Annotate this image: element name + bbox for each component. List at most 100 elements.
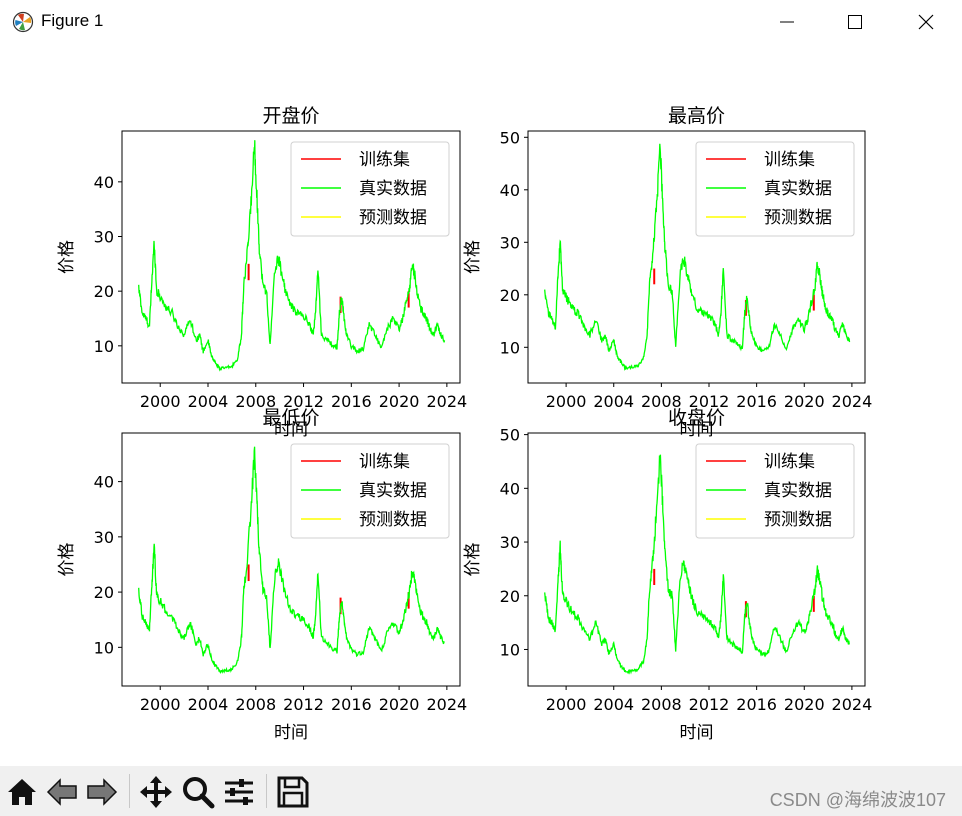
maximize-icon xyxy=(848,15,862,29)
x-tick-label: 2020 xyxy=(784,695,825,714)
legend-frame xyxy=(290,443,450,539)
back-button[interactable] xyxy=(44,774,80,810)
subplot-title: 开盘价 xyxy=(262,105,319,127)
matplotlib-icon xyxy=(12,11,34,33)
y-tick-label: 10 xyxy=(500,338,520,357)
y-axis-label: 价格 xyxy=(463,543,483,577)
subplot-3: 10 20 30 40 2000 2004 2008 2012 2016 2020 2024 最低价时… xyxy=(57,407,467,743)
real-data-line xyxy=(138,140,446,372)
zoom-button[interactable] xyxy=(180,774,216,810)
zoom-icon xyxy=(183,777,215,809)
subplot-4: 10 20 30 40 50 2000 2004 2008 2012 2016 2020 2024 收盘… xyxy=(463,407,872,743)
x-tick-label: 2008 xyxy=(235,392,276,411)
x-tick-label: 2020 xyxy=(379,695,420,714)
toolbar-separator xyxy=(129,774,130,808)
home-button[interactable] xyxy=(4,774,40,810)
y-tick-label: 50 xyxy=(500,128,520,147)
legend-label: 预测数据 xyxy=(359,208,427,228)
x-axis-label: 时间 xyxy=(274,420,308,440)
legend-label: 预测数据 xyxy=(764,510,832,530)
subplot-title: 最高价 xyxy=(668,105,725,127)
home-icon xyxy=(8,779,36,805)
configure-subplots-icon xyxy=(225,779,253,805)
y-axis-label: 价格 xyxy=(463,240,483,274)
x-tick-label: 2008 xyxy=(235,695,276,714)
back-icon xyxy=(46,778,77,806)
legend-label: 预测数据 xyxy=(764,208,832,228)
x-tick-label: 2024 xyxy=(427,695,468,714)
forward-button[interactable] xyxy=(84,774,120,810)
y-tick-label: 50 xyxy=(500,426,520,445)
window-titlebar: Figure 1 xyxy=(0,0,962,44)
legend-frame xyxy=(290,141,450,237)
y-tick-label: 40 xyxy=(94,173,114,192)
legend-label: 训练集 xyxy=(359,452,410,472)
y-axis-label: 价格 xyxy=(57,240,77,274)
y-tick-label: 10 xyxy=(500,640,520,659)
close-button[interactable] xyxy=(896,0,954,44)
y-tick-label: 10 xyxy=(94,638,114,657)
y-tick-label: 10 xyxy=(94,337,114,356)
real-data-line xyxy=(138,446,445,674)
real-data-line xyxy=(544,454,850,675)
y-tick-label: 30 xyxy=(94,528,114,547)
x-axis-label: 时间 xyxy=(680,723,714,743)
y-tick-label: 30 xyxy=(500,533,520,552)
forward-icon xyxy=(87,778,118,806)
y-tick-label: 30 xyxy=(500,233,520,252)
configure-subplots-button[interactable] xyxy=(221,774,257,810)
x-tick-label: 2016 xyxy=(331,392,372,411)
toolbar-separator xyxy=(266,774,267,808)
subplot-1: 10 20 30 40 2000 2004 2008 2012 2016 2020 2024 开盘价时… xyxy=(57,105,467,440)
y-tick-label: 40 xyxy=(500,479,520,498)
y-tick-label: 40 xyxy=(94,473,114,492)
x-tick-label: 2004 xyxy=(593,392,634,411)
axes-frame xyxy=(527,432,866,687)
x-tick-label: 2000 xyxy=(140,392,181,411)
real-data-line xyxy=(544,143,851,372)
x-tick-label: 2000 xyxy=(140,695,181,714)
legend-label: 真实数据 xyxy=(359,179,427,199)
minimize-icon xyxy=(780,21,794,23)
axes-frame xyxy=(121,130,461,384)
x-axis-label: 时间 xyxy=(680,420,714,440)
y-tick-label: 20 xyxy=(94,583,114,602)
x-tick-label: 2012 xyxy=(689,392,730,411)
y-tick-label: 20 xyxy=(500,587,520,606)
x-tick-label: 2016 xyxy=(736,392,777,411)
y-axis-label: 价格 xyxy=(57,543,77,577)
x-tick-label: 2020 xyxy=(784,392,825,411)
y-tick-label: 30 xyxy=(94,228,114,247)
x-tick-label: 2024 xyxy=(427,392,468,411)
save-icon xyxy=(277,776,309,808)
minimize-button[interactable] xyxy=(758,0,816,44)
legend-label: 训练集 xyxy=(764,452,815,472)
window-title: Figure 1 xyxy=(41,11,104,30)
legend-label: 训练集 xyxy=(764,150,815,170)
pan-icon xyxy=(140,776,172,808)
y-tick-label: 20 xyxy=(500,286,520,305)
navigation-toolbar: CSDN @海绵波波107 xyxy=(0,766,962,816)
legend-label: 真实数据 xyxy=(359,481,427,501)
x-tick-label: 2000 xyxy=(546,392,587,411)
x-tick-label: 2024 xyxy=(832,695,873,714)
axes-frame xyxy=(121,432,461,687)
legend-frame xyxy=(695,443,855,539)
subplot-2: 10 20 30 40 50 2000 2004 2008 2012 2016 2020 2024 最高… xyxy=(463,105,872,440)
legend-label: 预测数据 xyxy=(359,510,427,530)
y-tick-label: 40 xyxy=(500,181,520,200)
legend-label: 真实数据 xyxy=(764,481,832,501)
x-tick-label: 2004 xyxy=(593,695,634,714)
save-button[interactable] xyxy=(275,774,311,810)
x-tick-label: 2020 xyxy=(379,392,420,411)
x-tick-label: 2012 xyxy=(283,392,324,411)
watermark: CSDN @海绵波波107 xyxy=(769,790,946,810)
pan-button[interactable] xyxy=(138,774,174,810)
maximize-button[interactable] xyxy=(826,0,884,44)
x-tick-label: 2004 xyxy=(188,392,229,411)
figure-canvas: 10 20 30 40 2000 2004 2008 2012 2016 2020 2024 开盘价时… xyxy=(0,44,962,766)
